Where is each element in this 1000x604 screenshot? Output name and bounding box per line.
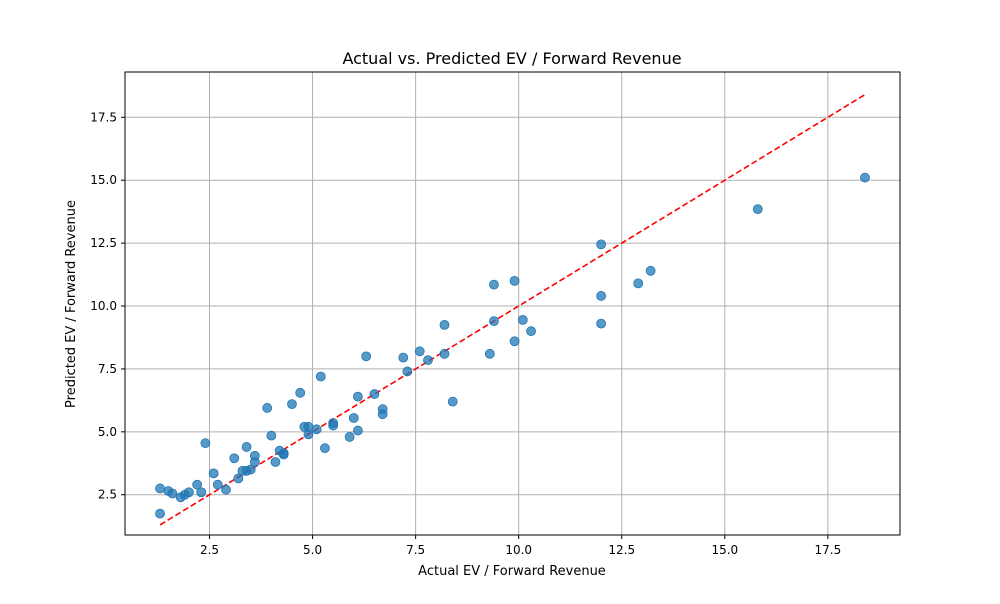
data-point	[645, 265, 656, 276]
y-tick-label: 10.0	[90, 299, 117, 313]
data-point	[221, 484, 231, 495]
chart-title: Actual vs. Predicted EV / Forward Revenu…	[342, 49, 681, 68]
data-point	[439, 319, 450, 330]
data-point	[526, 326, 536, 337]
data-point	[348, 413, 359, 423]
data-point	[200, 438, 211, 449]
y-axis-label: Predicted EV / Forward Revenue	[64, 200, 79, 408]
data-point	[860, 172, 870, 183]
y-tick-label: 2.5	[98, 488, 117, 502]
data-point	[596, 291, 607, 301]
x-tick-label: 12.5	[608, 543, 635, 557]
x-tick-label: 7.5	[406, 543, 425, 557]
y-axis-ticks: 2.5 5.0 7.5 10.0 12.5 15.0 17.5	[90, 110, 125, 502]
x-axis-label: Actual EV / Forward Revenue	[418, 564, 606, 579]
y-tick-label: 15.0	[90, 173, 117, 187]
data-point	[377, 409, 388, 420]
data-point	[752, 204, 763, 215]
data-point	[155, 508, 165, 519]
data-point	[192, 479, 203, 490]
x-tick-label: 5.0	[303, 543, 322, 557]
data-point	[509, 275, 520, 286]
data-point	[509, 336, 520, 347]
data-point	[155, 483, 165, 494]
data-point	[489, 316, 499, 327]
data-point	[233, 473, 244, 484]
data-point	[353, 391, 363, 402]
data-point	[353, 425, 363, 436]
x-tick-label: 10.0	[505, 543, 532, 557]
x-tick-label: 15.0	[711, 543, 738, 557]
data-point	[249, 457, 260, 467]
data-point	[183, 487, 194, 498]
data-point	[212, 479, 223, 490]
data-point	[208, 468, 219, 479]
data-point	[315, 371, 326, 382]
grid-lines	[125, 72, 900, 535]
x-axis-ticks: 2.5 5.0 7.5 10.0 12.5 15.0 17.5	[200, 535, 841, 557]
data-point	[245, 464, 256, 475]
x-tick-label: 2.5	[200, 543, 219, 557]
data-point	[369, 389, 380, 399]
data-point	[484, 348, 495, 359]
data-point	[633, 278, 644, 289]
data-point	[344, 431, 355, 442]
data-points	[155, 172, 870, 519]
data-point	[196, 487, 207, 498]
data-point	[262, 403, 273, 413]
data-point	[229, 453, 240, 464]
data-point	[328, 420, 339, 431]
data-point	[278, 449, 289, 460]
data-point	[167, 488, 178, 499]
data-point	[596, 239, 607, 250]
data-point	[596, 318, 607, 329]
data-point	[414, 346, 425, 357]
y-tick-label: 5.0	[98, 425, 117, 439]
data-point	[241, 442, 252, 452]
y-tick-label: 17.5	[90, 110, 117, 124]
data-point	[270, 457, 281, 467]
data-point	[266, 430, 277, 441]
data-point	[402, 366, 413, 377]
data-point	[439, 348, 450, 359]
data-point	[320, 443, 330, 454]
data-point	[311, 424, 322, 435]
data-point	[447, 396, 458, 407]
data-point	[295, 387, 306, 398]
data-point	[361, 351, 372, 362]
plot-frame	[124, 71, 901, 536]
data-point	[287, 399, 297, 410]
y-tick-label: 12.5	[90, 236, 117, 250]
data-point	[423, 355, 433, 366]
data-point	[303, 429, 314, 440]
data-point	[517, 314, 528, 325]
y-tick-label: 7.5	[98, 362, 117, 376]
data-point	[398, 352, 409, 363]
x-tick-label: 17.5	[814, 543, 841, 557]
data-point	[489, 279, 499, 290]
